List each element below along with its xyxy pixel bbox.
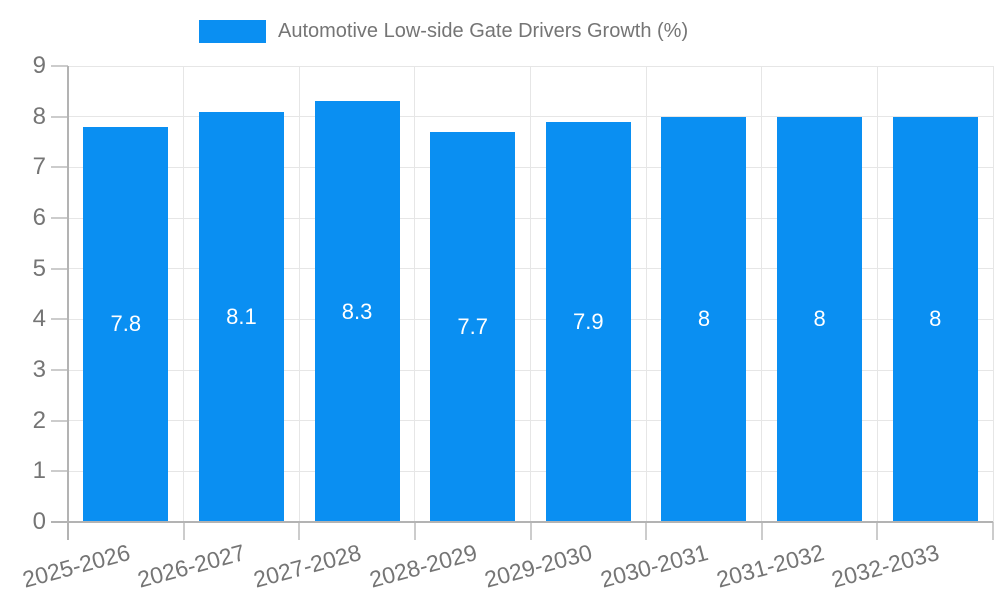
y-axis-tick-2 bbox=[51, 419, 68, 422]
y-axis-label-8: 8 bbox=[32, 102, 46, 130]
y-axis-line bbox=[67, 66, 69, 540]
y-axis-tick-3 bbox=[51, 369, 68, 371]
bar-2029-2030 bbox=[545, 121, 631, 522]
gridline-x-5 bbox=[645, 66, 647, 522]
gridline-x-4 bbox=[530, 66, 531, 522]
y-axis-tick-5 bbox=[51, 267, 68, 270]
y-axis-label-9: 9 bbox=[32, 52, 46, 79]
legend-swatch bbox=[199, 20, 266, 43]
x-axis-tick-3 bbox=[413, 522, 416, 540]
bar-2026-2027 bbox=[198, 111, 284, 522]
bar-2030-2031 bbox=[661, 116, 747, 522]
gridline-x-6 bbox=[761, 66, 763, 522]
bar-2032-2033 bbox=[892, 116, 978, 522]
gridline-x-3 bbox=[414, 66, 416, 522]
gridline-x-8 bbox=[992, 66, 994, 522]
x-axis-label: 2031-2032 bbox=[713, 539, 827, 593]
y-axis-label-2: 2 bbox=[32, 406, 46, 434]
y-axis-label-1: 1 bbox=[32, 457, 46, 485]
bar-value-label: 7.8 bbox=[110, 311, 142, 337]
y-axis-label-3: 3 bbox=[32, 356, 46, 383]
bar-2027-2028 bbox=[314, 101, 400, 522]
bar-value-label: 8 bbox=[929, 306, 942, 332]
x-axis-baseline bbox=[51, 521, 993, 523]
x-axis-tick-7 bbox=[876, 522, 879, 540]
x-axis-tick-4 bbox=[529, 522, 532, 540]
bar-value-label: 8 bbox=[697, 306, 711, 332]
bar-2028-2029 bbox=[430, 131, 516, 522]
bar-value-label: 8 bbox=[813, 306, 826, 332]
bar-value-label: 8.1 bbox=[226, 303, 257, 329]
bar-2031-2032 bbox=[777, 116, 863, 522]
y-axis-tick-9 bbox=[51, 65, 68, 67]
bar-value-label: 8.3 bbox=[341, 298, 373, 324]
y-axis-label-0: 0 bbox=[32, 508, 46, 535]
y-axis-label-4: 4 bbox=[32, 305, 46, 333]
x-axis-label: 2027-2028 bbox=[250, 539, 364, 593]
x-axis-label: 2032-2033 bbox=[828, 539, 942, 593]
x-axis-tick-1 bbox=[182, 522, 185, 540]
y-axis-label-7: 7 bbox=[32, 153, 46, 181]
bar-value-label: 7.7 bbox=[457, 313, 488, 339]
bar-value-label: 7.9 bbox=[573, 308, 604, 334]
legend: Automotive Low-side Gate Drivers Growth … bbox=[199, 20, 688, 43]
y-axis-label-5: 5 bbox=[32, 254, 46, 282]
y-axis-tick-1 bbox=[51, 470, 68, 473]
x-axis-tick-2 bbox=[298, 522, 301, 540]
x-axis-label: 2028-2029 bbox=[366, 539, 480, 593]
x-axis-label: 2025-2026 bbox=[19, 539, 133, 593]
x-axis-tick-5 bbox=[645, 522, 648, 540]
y-axis-tick-7 bbox=[51, 166, 68, 169]
x-axis-tick-8 bbox=[992, 522, 994, 540]
y-axis-tick-4 bbox=[51, 318, 68, 321]
bar-2025-2026 bbox=[83, 126, 169, 522]
y-axis-label-6: 6 bbox=[32, 204, 46, 231]
gridline-x-2 bbox=[298, 66, 300, 522]
x-axis-label: 2029-2030 bbox=[482, 539, 596, 593]
x-axis-label: 2030-2031 bbox=[597, 539, 711, 593]
y-axis-tick-8 bbox=[51, 115, 68, 118]
legend-label: Automotive Low-side Gate Drivers Growth … bbox=[278, 20, 689, 42]
gridline-x-1 bbox=[183, 66, 185, 522]
x-axis-label: 2026-2027 bbox=[135, 539, 249, 593]
x-axis-tick-6 bbox=[760, 522, 763, 540]
y-axis-tick-6 bbox=[51, 217, 68, 219]
gridline-x-7 bbox=[876, 66, 878, 522]
